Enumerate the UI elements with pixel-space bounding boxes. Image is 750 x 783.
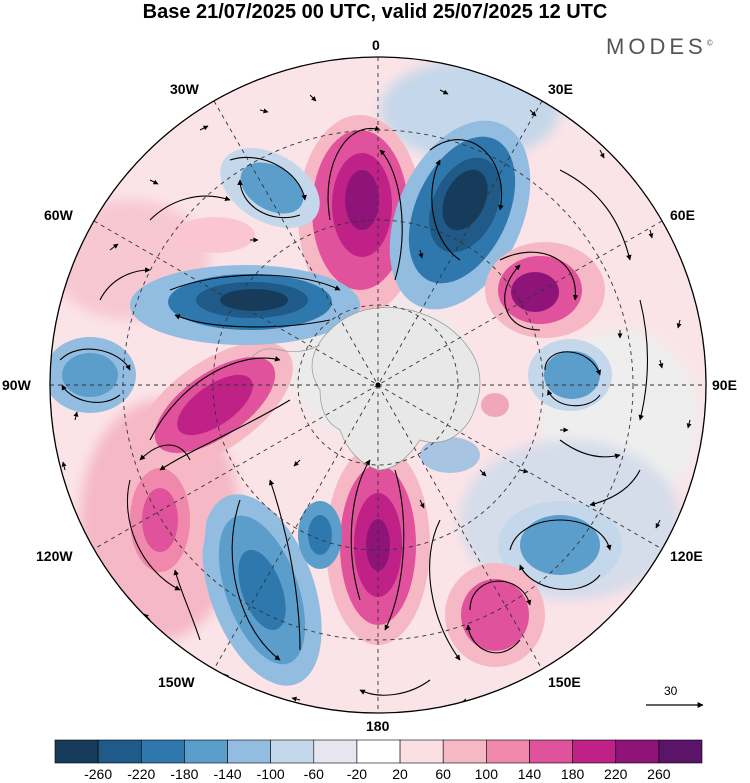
anomaly-centre-30e [389, 120, 531, 310]
colorbar-tick-label: 180 [560, 766, 585, 782]
anomaly-centre-30w [175, 148, 320, 253]
anomaly-centre-60e [485, 242, 605, 338]
anomaly-centre-0 [298, 115, 422, 315]
anomaly-centre-90w [50, 337, 293, 468]
colorbar-tick-label: 220 [604, 766, 628, 782]
anomaly-field [50, 60, 700, 686]
lon-label-180: 180 [366, 718, 390, 734]
pole-marker [375, 382, 381, 388]
colorbar-tick-label: -220 [127, 766, 156, 782]
lon-label-150w: 150W [158, 674, 195, 690]
brand-mark: © [706, 38, 713, 48]
colorbar-swatch [658, 739, 703, 764]
anomaly-centre-60w [130, 265, 360, 345]
anomaly-centre-120e [498, 501, 622, 589]
lon-label-60w: 60W [44, 207, 73, 223]
colorbar-swatch [486, 739, 530, 764]
colorbar-tick-label: -100 [256, 766, 285, 782]
reference-vector-label: 30 [664, 684, 678, 698]
colorbar-swatch [227, 739, 271, 764]
lon-label-90e: 90E [712, 377, 737, 393]
colorbar-swatch [97, 739, 142, 764]
anomaly-centre-150e [445, 563, 545, 667]
colorbar-swatch [529, 739, 573, 764]
colorbar-tick-label: 100 [474, 766, 499, 782]
colorbar-swatch [184, 739, 228, 764]
colorbar-swatch [313, 739, 358, 764]
anomaly-centre-90e [528, 339, 612, 411]
lon-label-120e: 120E [670, 548, 703, 564]
colorbar-tick-label: 140 [517, 766, 542, 782]
lon-label-150e: 150E [548, 674, 581, 690]
lon-label-30e: 30E [548, 81, 573, 97]
colorbar-tick-label: -20 [346, 766, 368, 782]
colorbar-swatch [572, 739, 617, 764]
wind-streamlines [59, 125, 649, 696]
brand-text: MODES [606, 34, 707, 59]
colorbar-tick-label: 260 [647, 766, 671, 782]
colorbar-tick-label: -140 [213, 766, 242, 782]
colorbar-swatch [615, 739, 660, 764]
colorbar-swatch [54, 739, 99, 764]
colorbar-tick-label: 20 [392, 766, 408, 782]
lon-label-30w: 30W [170, 81, 199, 97]
colorbar-swatch [270, 739, 315, 764]
colorbar-swatch [442, 739, 487, 764]
colorbar-tick-label: -260 [84, 766, 113, 782]
colorbar-tick-label: 60 [435, 766, 451, 782]
map-border [49, 56, 707, 714]
lon-label-120w: 120W [36, 548, 73, 564]
lon-label-90w: 90W [2, 377, 31, 393]
anomaly-centre-120w [114, 442, 206, 598]
colorbar-swatch [140, 739, 185, 764]
colorbar-swatch [399, 739, 444, 764]
map-title: Base 21/07/2025 00 UTC, valid 25/07/2025… [142, 1, 608, 23]
colorbar-swatch [356, 739, 401, 764]
colorbar-tick-label: -60 [303, 766, 324, 782]
colorbar-tick-label: -180 [170, 766, 199, 782]
lon-label-60e: 60E [670, 207, 695, 223]
colorbar [54, 739, 703, 764]
brand-logo: MODES© [606, 34, 713, 60]
lon-label-0: 0 [372, 37, 380, 53]
